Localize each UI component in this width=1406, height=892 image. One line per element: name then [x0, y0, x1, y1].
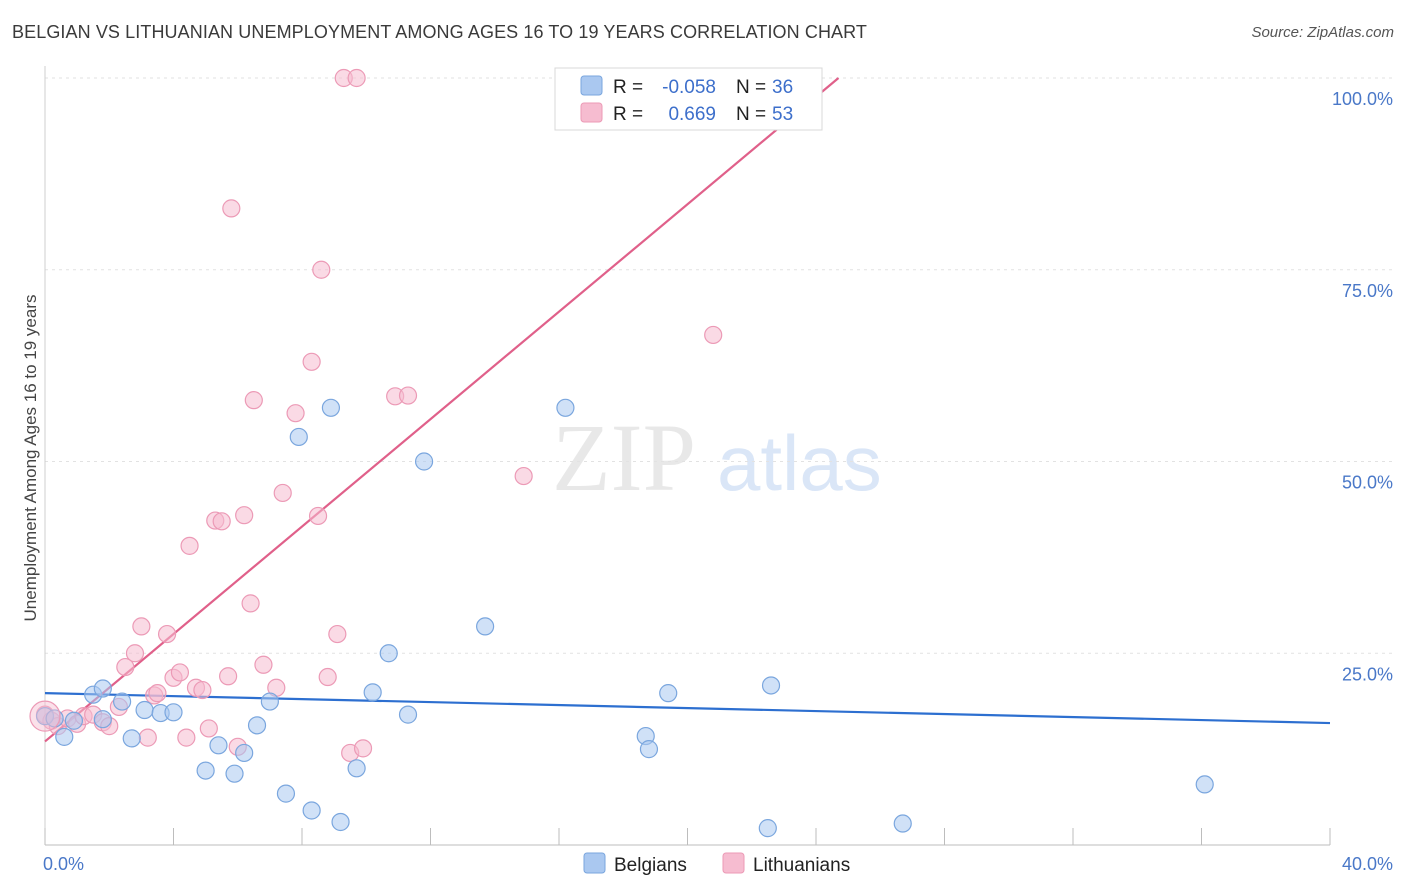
lithuanian-point — [177, 728, 196, 747]
belgian-point — [196, 761, 215, 780]
lithuanian-point — [398, 386, 418, 405]
y-tick-label: 25.0% — [1342, 664, 1393, 684]
y-axis-title: Unemployment Among Ages 16 to 19 years — [21, 295, 40, 622]
lithuanian-point — [353, 739, 373, 758]
belgian-point — [225, 764, 244, 783]
legend-swatch-lithuanians — [580, 102, 603, 123]
y-tick-label: 50.0% — [1342, 473, 1393, 493]
lithuanian-point — [222, 199, 241, 218]
belgian-point — [758, 819, 777, 838]
bottom-legend-label-belgians: Belgians — [614, 855, 687, 876]
series-legend: Belgians Lithuanians — [583, 852, 850, 876]
belgian-point — [379, 644, 398, 663]
lithuanian-point — [132, 617, 151, 636]
belgian-point — [556, 398, 575, 417]
legend-n-label-lithuanians: N = — [736, 104, 766, 125]
watermark-zip: ZIP — [552, 404, 696, 511]
belgian-point — [321, 398, 341, 417]
lithuanian-point — [125, 644, 145, 663]
lithuanian-point — [170, 663, 190, 682]
belgian-point — [331, 812, 350, 832]
correlation-legend: R = -0.058 N = 36 R = 0.669 N = 53 — [554, 67, 823, 131]
belgian-point — [363, 683, 382, 702]
lithuanian-point — [148, 684, 167, 703]
trend-lines — [44, 77, 1331, 743]
belgian-point — [164, 703, 183, 722]
belgian-point — [302, 801, 321, 820]
legend-swatch-belgians — [580, 75, 603, 96]
lithuanian-point — [318, 667, 337, 687]
lithuanian-point — [138, 728, 157, 747]
belgian-point — [93, 710, 112, 729]
belgian-point — [347, 759, 366, 778]
y-tick-label: 100.0% — [1332, 89, 1393, 109]
lithuanian-point — [157, 624, 177, 644]
bottom-legend-label-lithuanians: Lithuanians — [753, 855, 850, 876]
belgian-point — [64, 711, 84, 730]
belgian-point — [209, 736, 228, 755]
belgian-point — [476, 617, 495, 636]
chart-source: Source: ZipAtlas.com — [1251, 24, 1394, 41]
belgian-point — [659, 684, 678, 703]
belgian-point — [893, 814, 912, 833]
lithuanian-point — [254, 655, 273, 674]
legend-n-value-belgians: 36 — [772, 77, 793, 98]
belgian-point — [122, 729, 141, 748]
belgian-point — [414, 452, 434, 471]
lithuanian-point — [212, 512, 231, 531]
watermark-atlas: atlas — [717, 419, 882, 507]
lithuanian-point — [308, 506, 328, 526]
belgian-point — [55, 727, 74, 746]
belgian-point — [93, 679, 112, 698]
lithuanian-point — [193, 680, 212, 700]
lithuanian-point — [273, 483, 292, 503]
lithuanian-point — [244, 391, 263, 410]
belgian-point — [639, 740, 659, 759]
legend-n-value-lithuanians: 53 — [772, 104, 793, 125]
belgian-point — [398, 705, 418, 724]
lithuanian-point — [235, 506, 254, 525]
belgian-point — [112, 692, 132, 711]
belgian-point — [135, 700, 154, 720]
data-points — [29, 68, 1214, 838]
gridlines — [45, 77, 1395, 654]
x-tick-label: 40.0% — [1342, 854, 1393, 874]
tick-labels: 25.0% 50.0% 75.0% 100.0% 0.0% 40.0% — [43, 89, 1393, 874]
belgian-point — [1195, 775, 1214, 794]
legend-r-value-lithuanians: 0.669 — [668, 104, 716, 125]
belgian-point — [761, 676, 781, 695]
lithuanian-cluster-point — [29, 700, 61, 732]
lithuanian-point — [180, 536, 199, 555]
belgian-point — [260, 692, 279, 711]
lithuanian-trend-line — [44, 77, 840, 743]
x-tick-label: 0.0% — [43, 854, 84, 874]
bottom-legend-swatch-belgians — [583, 852, 606, 874]
lithuanian-point — [347, 68, 366, 88]
legend-r-label-lithuanians: R = — [613, 104, 643, 125]
legend-r-label-belgians: R = — [613, 77, 643, 98]
lithuanian-point — [704, 325, 723, 345]
lithuanian-point — [312, 260, 331, 279]
lithuanian-point — [199, 719, 218, 738]
lithuanian-point — [286, 404, 305, 423]
lithuanian-point — [219, 667, 238, 686]
belgian-point — [247, 716, 267, 735]
lithuanian-point — [241, 594, 260, 613]
lithuanian-point — [302, 352, 321, 371]
belgian-point — [289, 427, 308, 447]
belgian-point — [235, 743, 254, 763]
chart-title: BELGIAN VS LITHUANIAN UNEMPLOYMENT AMONG… — [12, 22, 868, 42]
legend-n-label-belgians: N = — [736, 77, 766, 98]
lithuanian-point — [116, 657, 135, 677]
belgian-trend-line — [44, 692, 1331, 725]
legend-r-value-belgians: -0.058 — [662, 77, 716, 98]
belgian-point — [276, 784, 296, 803]
y-tick-label: 75.0% — [1342, 281, 1393, 301]
bottom-legend-swatch-lithuanians — [722, 852, 745, 874]
lithuanian-point — [514, 466, 533, 486]
lithuanian-point — [328, 624, 347, 644]
